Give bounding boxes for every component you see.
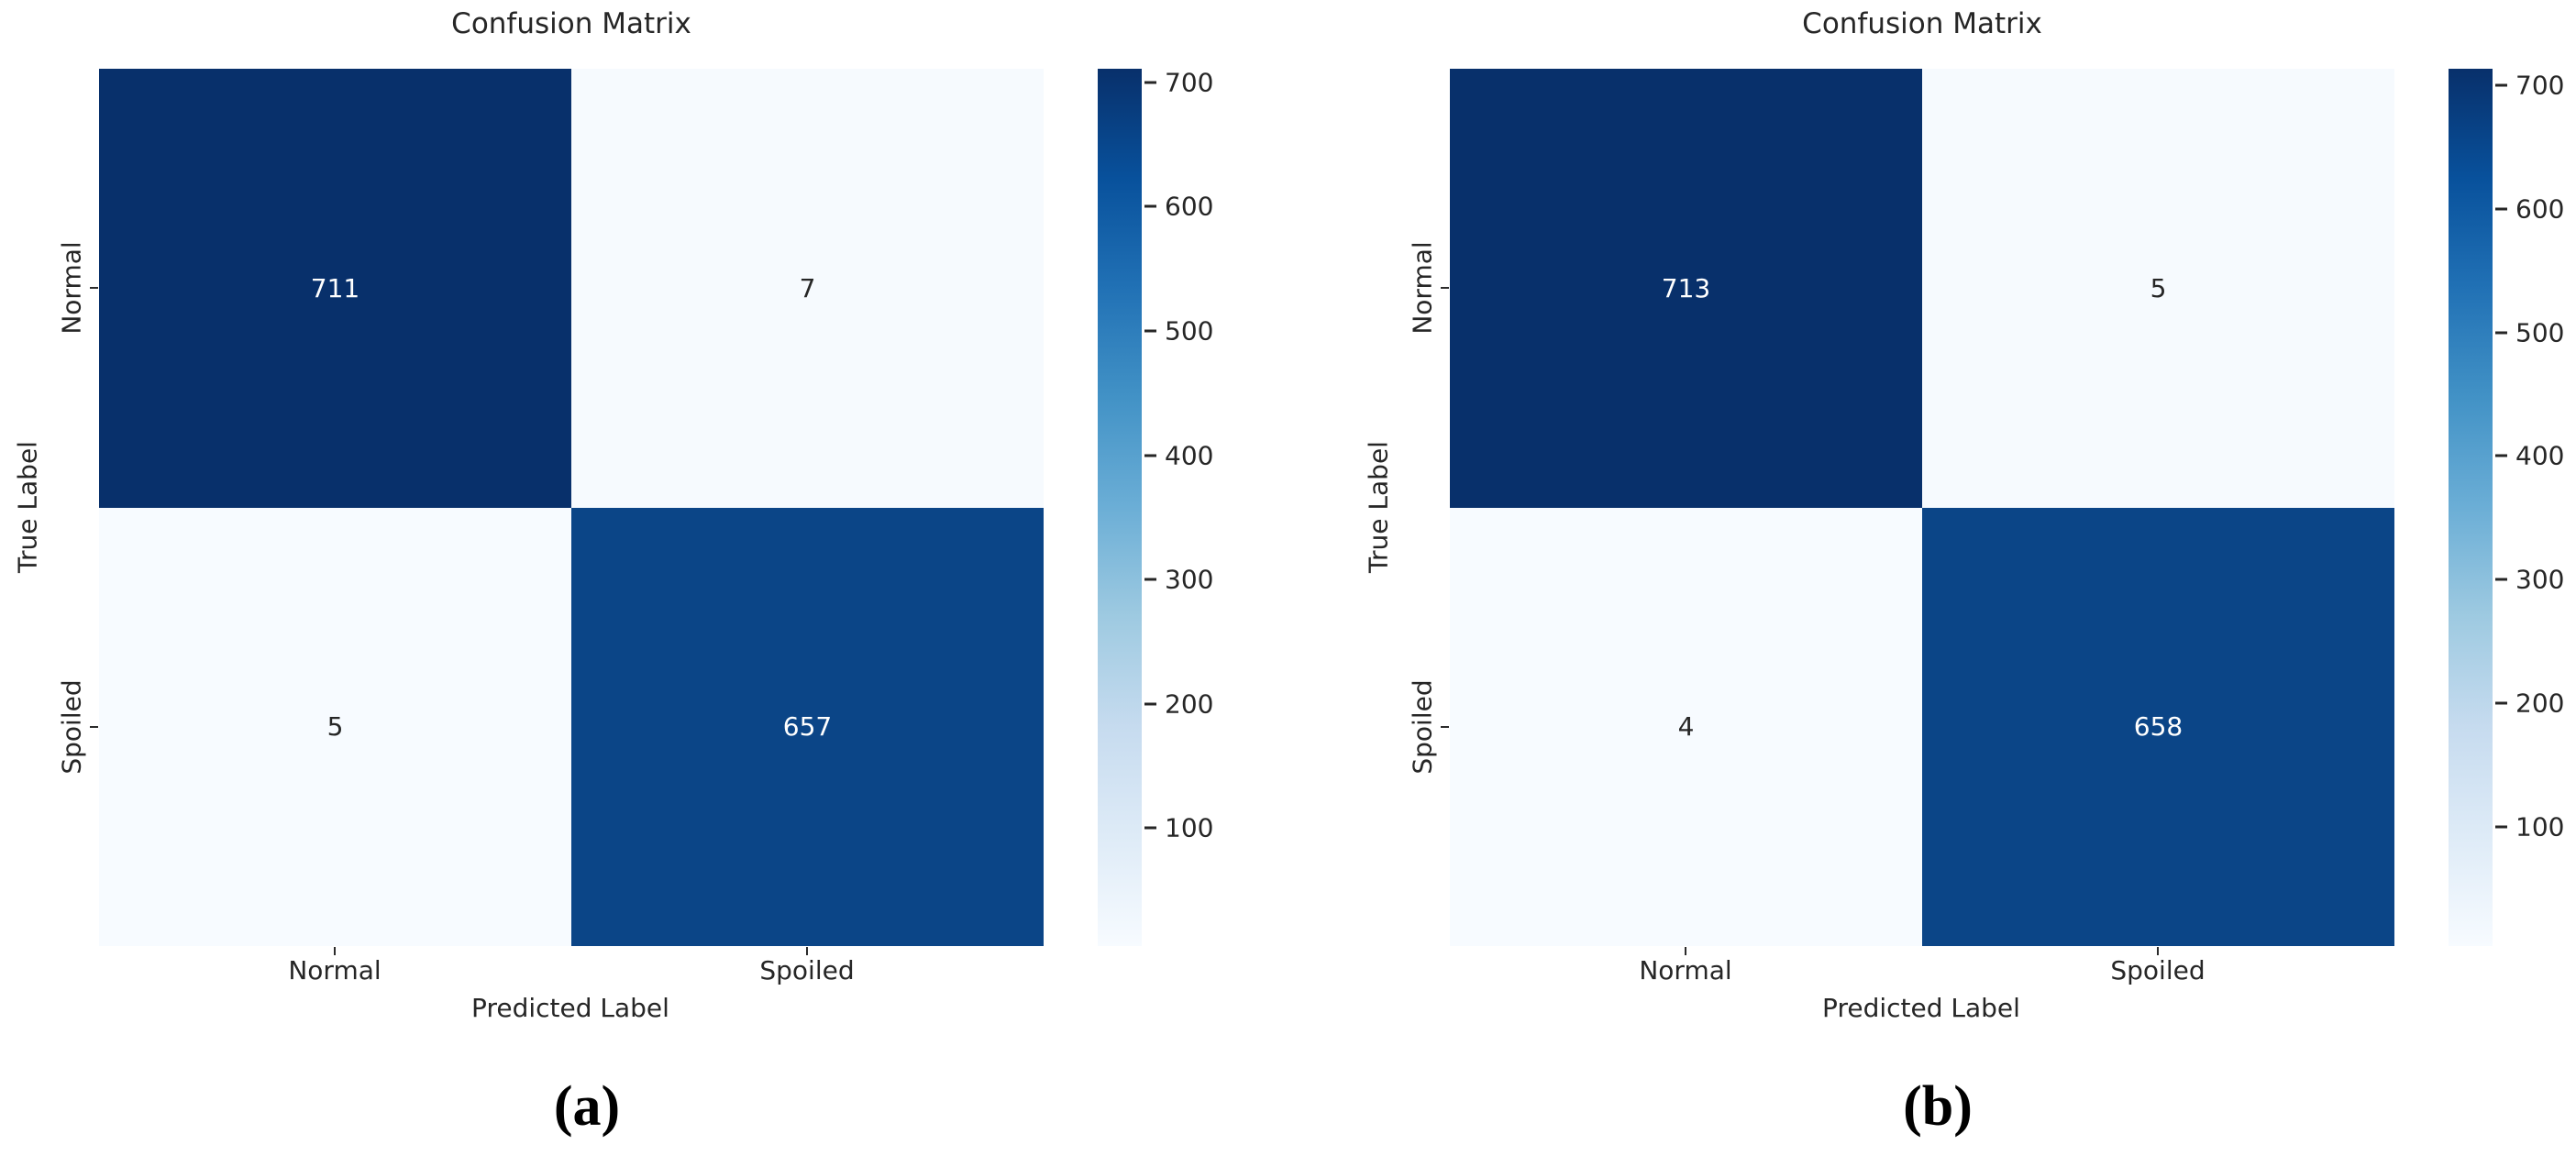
x-tick-mark	[334, 947, 336, 955]
heatmap-cell-true-normal-pred-normal: 713	[1450, 69, 1922, 508]
colorbar-ticks: 700 600 500 400 300 200 100	[1098, 67, 1213, 946]
colorbar-ticks: 700 600 500 400 300 200 100	[2449, 69, 2564, 946]
colorbar: 700 600 500 400 300 200 100	[1098, 67, 1213, 946]
y-tick-mark	[1441, 287, 1449, 289]
colorbar-tick-label: 700	[1165, 67, 1214, 98]
heatmap-cell-true-spoiled-pred-spoiled: 657	[571, 507, 1044, 946]
colorbar-tick-mark	[2495, 701, 2507, 705]
x-tick-label-spoiled: Spoiled	[759, 955, 855, 985]
colorbar-tick-label: 600	[1165, 191, 1214, 222]
colorbar-gradient	[2449, 69, 2493, 946]
colorbar-tick-label: 500	[2515, 317, 2565, 347]
colorbar-gradient	[1098, 69, 1142, 946]
colorbar-tick: 200	[1142, 688, 1213, 719]
heatmap-cell-true-normal-pred-spoiled: 5	[1922, 69, 2394, 508]
colorbar-tick: 600	[2493, 193, 2564, 224]
colorbar-tick: 300	[1142, 565, 1213, 595]
confusion-matrix-panel-a: Confusion Matrix 711 7 5 657 True Label …	[0, 0, 1275, 1167]
heatmap-cell-true-normal-pred-normal: 711	[99, 69, 571, 508]
colorbar-tick-label: 400	[1165, 440, 1214, 471]
x-tick-mark	[1685, 947, 1686, 955]
colorbar-tick: 500	[1142, 316, 1213, 347]
confusion-matrix-panel-b: Confusion Matrix 713 5 4 658 True Label …	[1351, 0, 2576, 1167]
colorbar-tick-mark	[2495, 454, 2507, 457]
x-axis-label: Predicted Label	[1822, 993, 2020, 1023]
colorbar-tick-mark	[1144, 826, 1156, 830]
x-tick-label-spoiled: Spoiled	[2110, 955, 2206, 985]
colorbar-tick-label: 600	[2515, 193, 2565, 225]
y-tick-mark	[90, 726, 98, 728]
colorbar-tick: 100	[1142, 813, 1213, 843]
colorbar: 700 600 500 400 300 200 100	[2449, 69, 2564, 946]
colorbar-tick-mark	[1144, 204, 1156, 208]
heatmap-cell-true-normal-pred-spoiled: 7	[571, 69, 1044, 508]
x-tick-mark	[806, 947, 808, 955]
colorbar-tick-mark	[1144, 702, 1156, 706]
y-tick-mark	[1441, 726, 1449, 728]
colorbar-tick-mark	[2495, 207, 2507, 211]
colorbar-tick: 600	[1142, 192, 1213, 222]
heatmap-cell-true-spoiled-pred-normal: 5	[99, 507, 571, 946]
colorbar-tick-mark	[2495, 83, 2507, 87]
subfigure-caption-a: (a)	[553, 1075, 621, 1138]
y-tick-label-spoiled: Spoiled	[56, 679, 87, 775]
colorbar-tick-label: 400	[2515, 440, 2565, 471]
y-tick-label-normal: Normal	[56, 241, 87, 335]
y-tick-mark	[90, 287, 98, 289]
colorbar-tick: 700	[1142, 67, 1213, 97]
colorbar-tick-mark	[1144, 81, 1156, 84]
colorbar-tick: 200	[2493, 688, 2564, 719]
colorbar-tick-label: 500	[1165, 315, 1214, 347]
heatmap-cell-true-spoiled-pred-spoiled: 658	[1922, 507, 2394, 946]
x-tick-mark	[2157, 947, 2159, 955]
colorbar-tick-label: 300	[1165, 564, 1214, 595]
x-axis-label: Predicted Label	[471, 993, 669, 1023]
colorbar-tick-label: 100	[2515, 811, 2565, 842]
colorbar-tick-mark	[1144, 454, 1156, 457]
heatmap-grid: 711 7 5 657	[99, 69, 1044, 946]
colorbar-tick: 400	[1142, 440, 1213, 470]
y-axis-label: True Label	[1363, 441, 1394, 573]
colorbar-tick: 100	[2493, 812, 2564, 842]
colorbar-tick-label: 300	[2515, 564, 2565, 595]
heatmap-grid: 713 5 4 658	[1450, 69, 2394, 946]
colorbar-tick-label: 200	[2515, 688, 2565, 719]
colorbar-tick-mark	[2495, 331, 2507, 334]
heatmap-cell-true-spoiled-pred-normal: 4	[1450, 507, 1922, 946]
colorbar-tick-label: 700	[2515, 70, 2565, 101]
x-tick-label-normal: Normal	[1639, 955, 1732, 985]
chart-title: Confusion Matrix	[451, 7, 691, 40]
colorbar-tick: 300	[2493, 565, 2564, 595]
colorbar-tick-mark	[1144, 578, 1156, 581]
x-tick-label-normal: Normal	[288, 955, 381, 985]
colorbar-tick: 400	[2493, 441, 2564, 471]
y-tick-label-spoiled: Spoiled	[1407, 679, 1438, 775]
colorbar-tick-label: 100	[1165, 812, 1214, 843]
subfigure-caption-b: (b)	[1903, 1075, 1973, 1138]
colorbar-tick-label: 200	[1165, 688, 1214, 720]
colorbar-tick: 500	[2493, 317, 2564, 347]
colorbar-tick-mark	[2495, 578, 2507, 581]
y-tick-label-normal: Normal	[1407, 241, 1438, 335]
chart-title: Confusion Matrix	[1802, 7, 2042, 40]
colorbar-tick-mark	[2495, 825, 2507, 829]
colorbar-tick-mark	[1144, 329, 1156, 333]
colorbar-tick: 700	[2493, 70, 2564, 100]
y-axis-label: True Label	[12, 441, 43, 573]
